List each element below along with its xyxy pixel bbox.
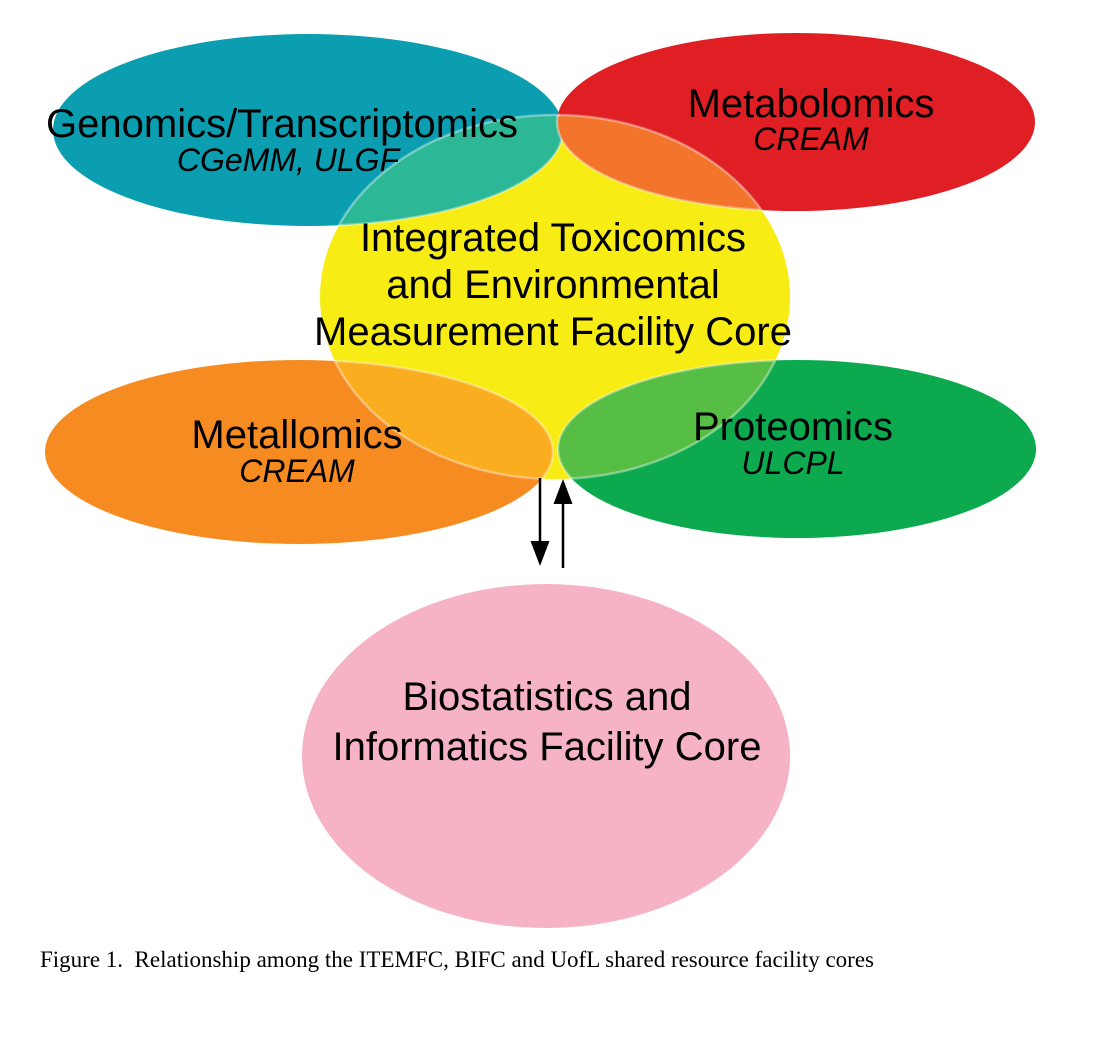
metallomics-center-overlap (320, 358, 555, 479)
biostatistics-ellipse (302, 584, 790, 928)
metabolomics-sublabel: CREAM (753, 121, 869, 157)
metabolomics-label: Metabolomics (688, 82, 935, 126)
proteomics-center-overlap (556, 358, 790, 479)
genomics-sublabel: CGeMM, ULGF (177, 142, 402, 178)
proteomics-label: Proteomics (693, 405, 893, 449)
yellow-edge-arc-teal (318, 113, 563, 226)
down-arrow-icon (530, 478, 550, 566)
center-core-label-line3: Measurement Facility Core (314, 310, 792, 354)
up-arrow-head (553, 479, 573, 504)
figure-caption: Figure 1. Relationship among the ITEMFC,… (40, 947, 874, 972)
up-arrow-icon (553, 479, 573, 568)
biostatistics-label-line1: Biostatistics and (402, 675, 691, 719)
metallomics-label: Metallomics (191, 413, 402, 457)
metallomics-sublabel: CREAM (239, 453, 355, 489)
down-arrow-head (530, 541, 550, 566)
proteomics-sublabel: ULCPL (741, 445, 844, 481)
metabolomics-center-overlap (555, 115, 790, 213)
genomics-label: Genomics/Transcriptomics (46, 102, 518, 146)
biostatistics-label-line2: Informatics Facility Core (333, 725, 762, 769)
center-core-label-line2: and Environmental (386, 263, 720, 307)
center-core-label-line1: Integrated Toxicomics (360, 216, 746, 260)
